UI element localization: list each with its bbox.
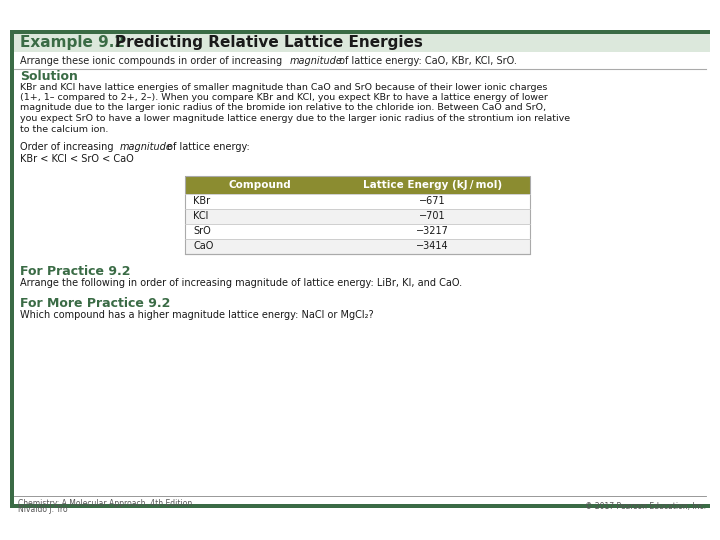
Text: you expect SrO to have a lower magnitude lattice energy due to the larger ionic : you expect SrO to have a lower magnitude… <box>20 114 570 123</box>
Text: −671: −671 <box>419 196 446 206</box>
Text: of lattice energy:: of lattice energy: <box>164 143 250 152</box>
Text: © 2017 Pearson Education, Inc.: © 2017 Pearson Education, Inc. <box>585 502 706 510</box>
Bar <box>10 504 710 508</box>
Text: (1+, 1– compared to 2+, 2–). When you compare KBr and KCl, you expect KBr to hav: (1+, 1– compared to 2+, 2–). When you co… <box>20 93 548 102</box>
Text: Arrange the following in order of increasing magnitude of lattice energy: LiBr, : Arrange the following in order of increa… <box>20 279 462 288</box>
Text: of lattice energy: CaO, KBr, KCl, SrO.: of lattice energy: CaO, KBr, KCl, SrO. <box>336 56 517 66</box>
Bar <box>185 239 530 253</box>
Bar <box>185 224 530 239</box>
Text: Lattice Energy (kJ / mol): Lattice Energy (kJ / mol) <box>363 179 502 190</box>
Text: Solution: Solution <box>20 71 78 84</box>
Bar <box>185 176 530 193</box>
Text: magnitude: magnitude <box>290 56 343 66</box>
Text: CaO: CaO <box>193 241 213 251</box>
Text: Example 9.2: Example 9.2 <box>20 35 125 50</box>
Text: Order of increasing: Order of increasing <box>20 143 117 152</box>
Text: −3414: −3414 <box>416 241 449 251</box>
Text: Arrange these ionic compounds in order of increasing: Arrange these ionic compounds in order o… <box>20 56 285 66</box>
Text: Nivaldo J. Tro: Nivaldo J. Tro <box>18 504 68 514</box>
Text: −701: −701 <box>419 211 446 221</box>
Text: Compound: Compound <box>229 179 292 190</box>
Text: Predicting Relative Lattice Energies: Predicting Relative Lattice Energies <box>115 35 423 50</box>
Text: Chemistry: A Molecular Approach, 4th Edition: Chemistry: A Molecular Approach, 4th Edi… <box>18 498 192 508</box>
Text: KCl: KCl <box>193 211 208 221</box>
Text: Which compound has a higher magnitude lattice energy: NaCl or MgCl₂?: Which compound has a higher magnitude la… <box>20 310 374 321</box>
Bar <box>14 34 710 52</box>
Text: KBr and KCl have lattice energies of smaller magnitude than CaO and SrO because : KBr and KCl have lattice energies of sma… <box>20 83 547 91</box>
Bar <box>185 193 530 208</box>
Text: For More Practice 9.2: For More Practice 9.2 <box>20 297 171 310</box>
Bar <box>185 208 530 224</box>
Text: magnitude due to the larger ionic radius of the bromide ion relative to the chlo: magnitude due to the larger ionic radius… <box>20 104 546 112</box>
Text: KBr: KBr <box>193 196 210 206</box>
Text: −3217: −3217 <box>416 226 449 236</box>
Text: SrO: SrO <box>193 226 211 236</box>
Text: to the calcium ion.: to the calcium ion. <box>20 125 109 133</box>
Text: magnitude: magnitude <box>120 143 173 152</box>
Bar <box>185 176 530 253</box>
Bar <box>10 30 710 34</box>
Bar <box>10 30 14 508</box>
Text: KBr < KCl < SrO < CaO: KBr < KCl < SrO < CaO <box>20 154 134 165</box>
Text: For Practice 9.2: For Practice 9.2 <box>20 265 130 278</box>
